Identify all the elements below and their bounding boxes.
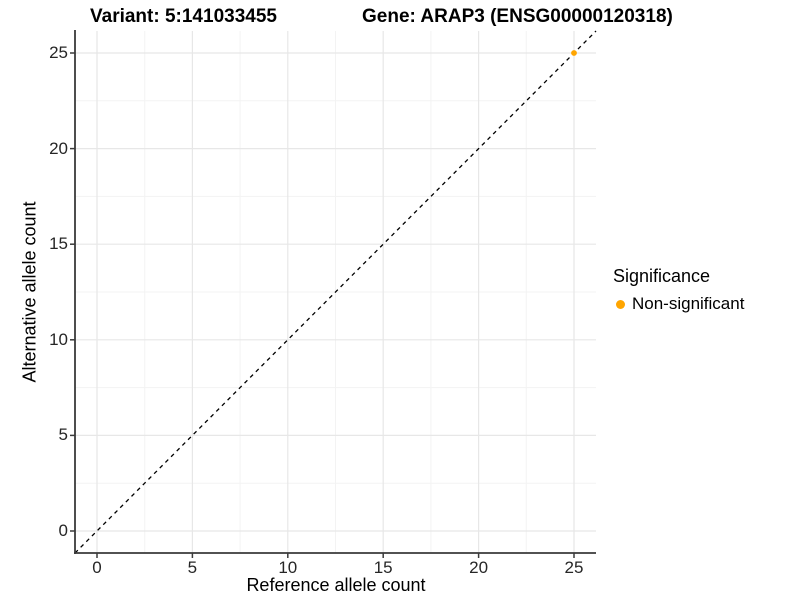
x-tick-label: 10	[278, 558, 298, 577]
legend-item-label: Non-significant	[632, 294, 745, 313]
y-tick-label: 25	[49, 43, 68, 62]
y-axis-title: Alternative allele count	[19, 201, 40, 383]
x-tick-label: 15	[373, 558, 393, 577]
y-tick-label: 10	[49, 329, 68, 349]
y-tick-label: 20	[49, 138, 68, 158]
x-tick-label: 20	[469, 558, 489, 577]
y-tick-label: 5	[58, 425, 68, 445]
identity-reference-line	[74, 30, 597, 554]
plot-title-variant: Variant: 5:141033455	[90, 6, 277, 27]
y-tick-label: 0	[58, 521, 68, 540]
x-tick-label: 25	[564, 558, 584, 577]
legend-title: Significance	[613, 266, 711, 286]
x-axis-title: Reference allele count	[246, 575, 426, 595]
legend-point-icon	[616, 299, 625, 309]
x-tick-label: 0	[92, 558, 102, 577]
data-point	[571, 50, 577, 56]
plot-title-gene: Gene: ARAP3 (ENSG00000120318)	[362, 6, 673, 27]
x-tick-label: 5	[187, 558, 198, 577]
legend-item: Non-significant	[613, 294, 744, 314]
legend: Significance Non-significant	[613, 266, 744, 314]
y-tick-label: 15	[49, 234, 68, 254]
